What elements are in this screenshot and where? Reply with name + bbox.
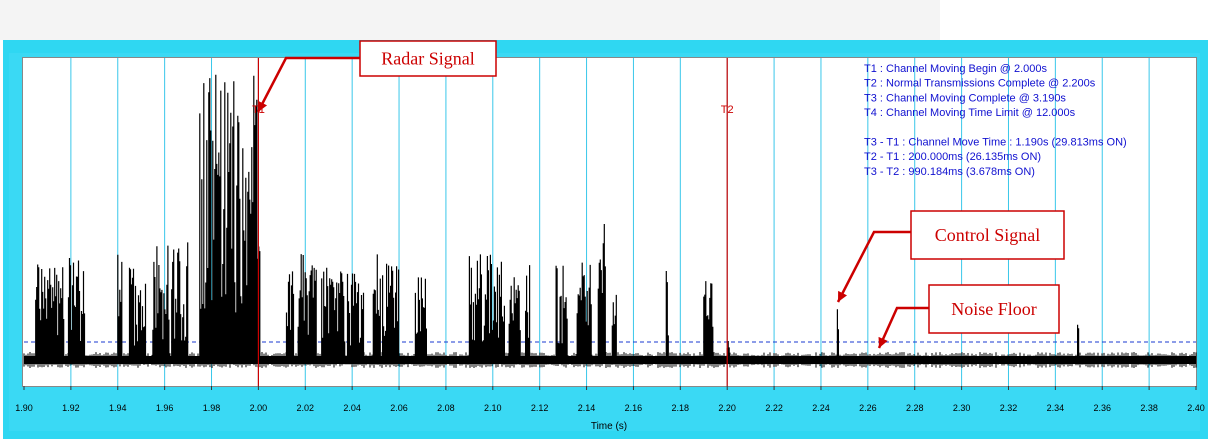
signal-burst: [665, 271, 669, 360]
callout-arrowhead: [258, 100, 268, 112]
x-tick-label: 2.36: [1093, 403, 1111, 413]
signal-burst: [117, 254, 123, 360]
signal-burst: [321, 267, 346, 360]
x-axis-ticks: 1.90 1.92 1.94 1.96 1.98 2.00 2.02 2.04 2.06 2.08…: [15, 386, 1205, 413]
x-tick-label: 1.96: [156, 403, 174, 413]
signal-burst: [285, 271, 295, 360]
annotation-line: T2 : Normal Transmissions Complete @ 2.2…: [864, 78, 1096, 90]
annotation-line: T4 : Channel Moving Time Limit @ 12.000s: [864, 107, 1076, 119]
callout-box: [359, 40, 497, 77]
x-tick-label: 1.98: [203, 403, 221, 413]
marker-label-t2: T2: [721, 104, 734, 116]
annotation-block: T1 : Channel Moving Begin @ 2.000s T2 : N…: [864, 63, 1127, 178]
signal-burst: [128, 267, 147, 360]
time-markers: T1T2: [252, 58, 734, 386]
callout-label: Radar Signal: [381, 49, 474, 69]
x-tick-label: 2.30: [953, 403, 971, 413]
callout-arrow: [836, 230, 911, 303]
annotation-line: T3 - T1 : Channel Move Time : 1.190s (29…: [864, 137, 1127, 149]
signal-burst: [525, 265, 531, 360]
x-tick-label: 2.06: [390, 403, 408, 413]
x-tick-label: 2.14: [578, 403, 596, 413]
signal-burst: [414, 277, 427, 360]
callout-box: [928, 284, 1060, 334]
signal-burst: [199, 74, 261, 360]
signal-burst: [152, 245, 170, 360]
x-tick-label: 1.90: [15, 403, 33, 413]
signal-burst: [468, 254, 505, 360]
signal-burst: [297, 254, 317, 360]
top-strip: [0, 0, 940, 40]
x-tick-label: 2.12: [531, 403, 549, 413]
signal-trace: [23, 74, 1197, 368]
callout-box: [910, 210, 1065, 260]
callout-arrowhead: [838, 290, 848, 302]
callout-label: Noise Floor: [951, 299, 1037, 319]
x-tick-label: 2.20: [718, 403, 736, 413]
annotation-line: T3 : Channel Moving Complete @ 3.190s: [864, 92, 1066, 104]
signal-burst: [346, 273, 365, 360]
signal-burst: [35, 264, 65, 360]
x-tick-label: 1.94: [109, 403, 127, 413]
signal-burst: [576, 262, 592, 360]
signal-burst: [555, 265, 568, 360]
x-tick-label: 2.38: [1140, 403, 1158, 413]
x-tick-label: 2.02: [297, 403, 315, 413]
x-tick-label: 2.08: [437, 403, 455, 413]
x-tick-label: 2.16: [625, 403, 643, 413]
x-tick-label: 1.92: [62, 403, 80, 413]
signal-burst: [67, 258, 86, 360]
x-tick-label: 2.32: [1000, 403, 1018, 413]
x-tick-label: 2.34: [1047, 403, 1065, 413]
signal-burst: [382, 263, 400, 360]
signal-burst: [611, 294, 617, 360]
callout-arrowhead: [878, 336, 888, 348]
x-tick-label: 2.22: [765, 403, 783, 413]
signal-burst: [703, 281, 714, 360]
x-tick-label: 2.00: [250, 403, 268, 413]
x-tick-label: 2.18: [672, 403, 690, 413]
callout-label: Control Signal: [935, 225, 1041, 245]
signal-burst: [1077, 324, 1080, 360]
callouts: Radar Signal Control Signal Noise Floor: [256, 40, 1065, 349]
x-tick-label: 2.24: [812, 403, 830, 413]
callout-arrow: [256, 56, 360, 113]
signal-burst: [171, 242, 189, 360]
annotation-line: T3 - T2 : 990.184ms (3.678ms ON): [864, 166, 1035, 178]
x-tick-label: 2.28: [906, 403, 924, 413]
signal-burst: [597, 224, 606, 360]
signal-burst: [836, 309, 839, 360]
x-tick-label: 2.04: [343, 403, 361, 413]
x-tick-label: 2.10: [484, 403, 502, 413]
signal-burst: [508, 277, 521, 360]
callout-arrow: [877, 306, 929, 349]
x-axis-label: Time (s): [591, 421, 627, 432]
x-tick-label: 2.40: [1187, 403, 1205, 413]
signal-burst: [372, 254, 381, 360]
x-tick-label: 2.26: [859, 403, 877, 413]
annotation-line: T1 : Channel Moving Begin @ 2.000s: [864, 63, 1047, 75]
annotation-line: T2 - T1 : 200.000ms (26.135ms ON): [864, 151, 1041, 163]
